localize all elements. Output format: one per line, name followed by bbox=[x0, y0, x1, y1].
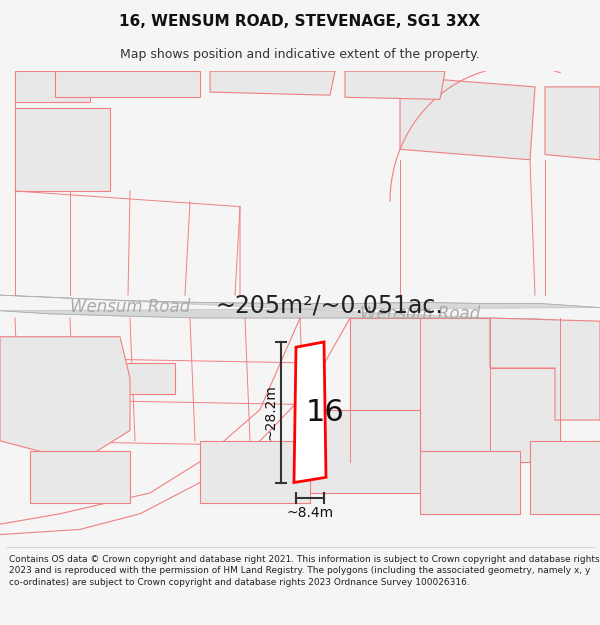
Polygon shape bbox=[55, 71, 200, 98]
Polygon shape bbox=[30, 451, 130, 503]
Polygon shape bbox=[420, 451, 520, 514]
Text: 16: 16 bbox=[305, 398, 344, 427]
Text: ~205m²/~0.051ac.: ~205m²/~0.051ac. bbox=[215, 294, 443, 318]
Polygon shape bbox=[0, 337, 130, 462]
Polygon shape bbox=[200, 441, 310, 503]
Text: 16, WENSUM ROAD, STEVENAGE, SG1 3XX: 16, WENSUM ROAD, STEVENAGE, SG1 3XX bbox=[119, 14, 481, 29]
Polygon shape bbox=[545, 87, 600, 160]
Polygon shape bbox=[530, 441, 600, 514]
Polygon shape bbox=[294, 342, 326, 482]
Polygon shape bbox=[210, 71, 335, 95]
Text: Wensum Road: Wensum Road bbox=[360, 305, 480, 323]
Text: Wensum Road: Wensum Road bbox=[70, 298, 190, 316]
Polygon shape bbox=[0, 295, 600, 323]
Polygon shape bbox=[350, 318, 560, 462]
Text: Map shows position and indicative extent of the property.: Map shows position and indicative extent… bbox=[120, 49, 480, 61]
Polygon shape bbox=[120, 362, 175, 394]
Polygon shape bbox=[400, 76, 535, 160]
Polygon shape bbox=[490, 318, 600, 420]
Polygon shape bbox=[345, 71, 445, 99]
Text: ~8.4m: ~8.4m bbox=[286, 506, 334, 521]
Text: ~28.2m: ~28.2m bbox=[263, 384, 277, 440]
Polygon shape bbox=[15, 107, 110, 191]
Polygon shape bbox=[300, 409, 420, 493]
Text: Contains OS data © Crown copyright and database right 2021. This information is : Contains OS data © Crown copyright and d… bbox=[9, 554, 599, 588]
Polygon shape bbox=[15, 71, 90, 102]
